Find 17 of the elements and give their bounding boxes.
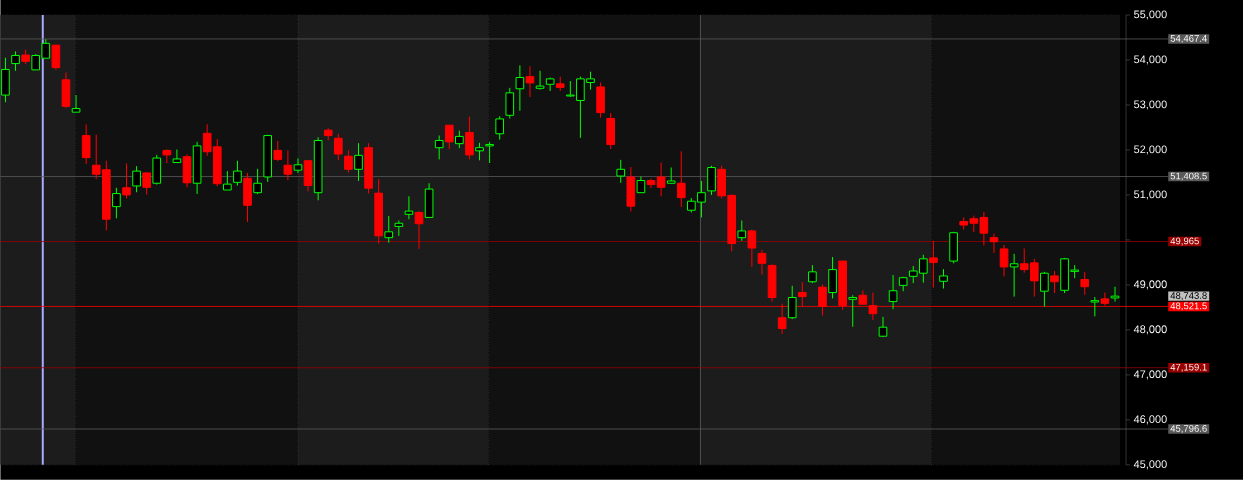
ref-line-label: 49,965 (1170, 237, 1199, 246)
y-tick-label: 54,000 (1134, 55, 1167, 65)
y-tick-label: 47,000 (1133, 370, 1167, 380)
y-tick-label: 46,000 (1133, 415, 1167, 425)
ref-line-label: 51,408.5 (1170, 172, 1207, 181)
y-tick-label: 53,000 (1134, 100, 1167, 110)
y-tick-label: 55,000 (1134, 10, 1167, 20)
ref-line-label: 45,796.6 (1170, 425, 1207, 434)
y-tick-label: 52,000 (1134, 145, 1167, 155)
ref-line-label: 48,521.5 (1170, 302, 1207, 311)
y-tick-label: 45,000 (1133, 460, 1167, 470)
ref-line-label: 54,467.4 (1170, 35, 1207, 43)
text: 48,743.8 (1170, 292, 1207, 301)
y-tick-label: 49,000 (1133, 280, 1167, 290)
y-tick-label: 48,000 (1133, 325, 1167, 335)
ref-line-label: 47,159.1 (1170, 363, 1207, 372)
y-tick-label: 51,000 (1134, 190, 1167, 200)
